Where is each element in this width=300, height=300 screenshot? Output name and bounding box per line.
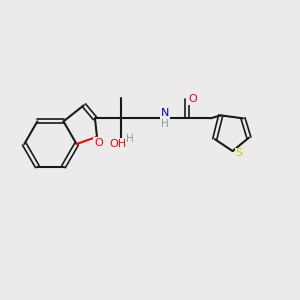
Text: OH: OH — [110, 139, 127, 149]
Text: O: O — [94, 138, 103, 148]
Text: O: O — [188, 94, 197, 104]
Text: H: H — [126, 134, 134, 144]
Text: S: S — [236, 148, 243, 158]
Text: H: H — [161, 119, 169, 129]
Text: N: N — [160, 108, 169, 118]
